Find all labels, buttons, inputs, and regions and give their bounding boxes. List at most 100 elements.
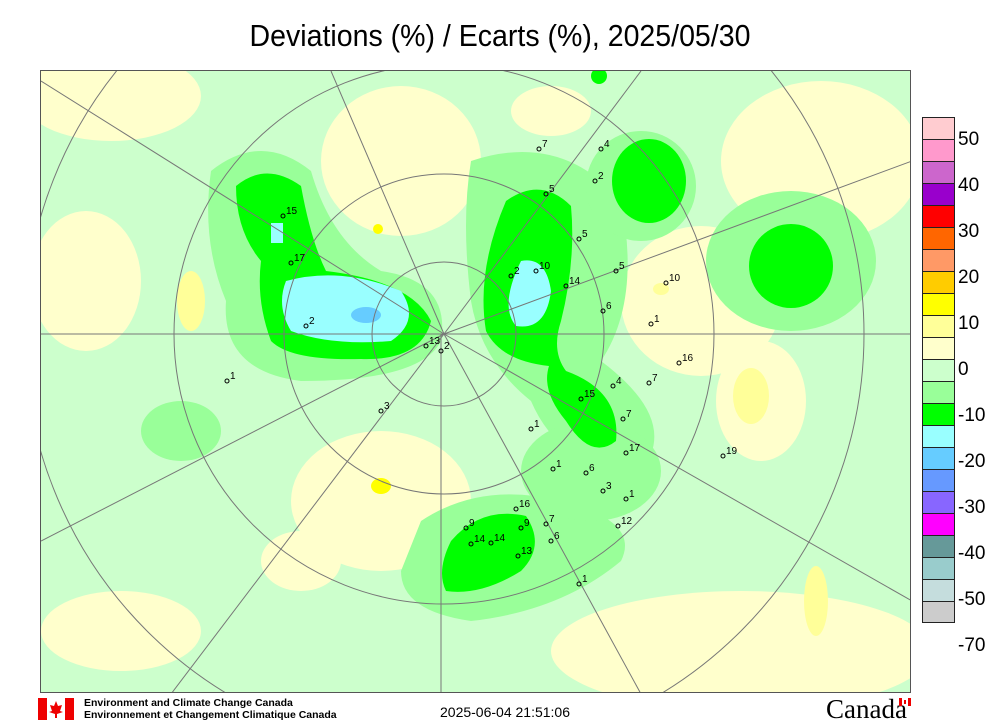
station-marker: [623, 496, 629, 502]
legend-swatch: [922, 249, 955, 271]
station-value: 7: [626, 409, 632, 420]
station-marker: [463, 525, 469, 531]
legend-swatch: [922, 579, 955, 601]
legend-swatch: [922, 359, 955, 381]
station-marker: [378, 408, 384, 414]
station-marker: [536, 146, 542, 152]
station-marker: [563, 283, 569, 289]
legend-swatch: [922, 447, 955, 469]
legend-swatch: [922, 469, 955, 491]
legend-swatch: [922, 117, 955, 139]
legend-swatch: [922, 403, 955, 425]
station-marker: [600, 488, 606, 494]
legend-swatch: [922, 337, 955, 359]
station-marker: [528, 426, 534, 432]
station-value: 1: [629, 489, 635, 500]
station-marker: [543, 521, 549, 527]
generation-timestamp: 2025-06-04 21:51:06: [440, 704, 570, 720]
station-value: 15: [584, 389, 596, 400]
station-value: 7: [549, 514, 555, 525]
station-marker: [583, 470, 589, 476]
station-marker: [543, 191, 549, 197]
legend-label: 40: [958, 175, 980, 196]
legend-swatch: [922, 425, 955, 447]
legend-swatch: [922, 315, 955, 337]
station-value: 5: [549, 184, 555, 195]
legend-label: 30: [958, 221, 980, 242]
station-marker: [613, 268, 619, 274]
legend-label: 0: [958, 359, 969, 380]
station-value: 13: [429, 336, 441, 347]
station-value: 14: [569, 276, 581, 287]
agency-name-fr: Environnement et Changement Climatique C…: [84, 709, 337, 721]
station-marker: [518, 525, 524, 531]
station-marker: [303, 323, 309, 329]
legend-label: -30: [958, 497, 986, 518]
legend-swatch: [922, 139, 955, 161]
station-marker: [592, 178, 598, 184]
legend-swatch: [922, 601, 955, 623]
station-marker: [663, 280, 669, 286]
legend-swatch: [922, 535, 955, 557]
color-legend: [922, 117, 955, 623]
station-marker: [533, 268, 539, 274]
station-value: 10: [669, 273, 681, 284]
station-value: 1: [534, 419, 540, 430]
graticule: [41, 71, 910, 692]
legend-label: 50: [958, 129, 980, 150]
legend-swatch: [922, 513, 955, 535]
canada-flag-icon: [38, 698, 74, 720]
station-marker: [468, 541, 474, 547]
station-marker: [280, 213, 286, 219]
station-value: 14: [474, 534, 486, 545]
station-marker: [423, 343, 429, 349]
legend-label: -50: [958, 589, 986, 610]
station-marker: [615, 523, 621, 529]
station-marker: [598, 146, 604, 152]
wordmark-flag-icon: [899, 698, 911, 706]
station-marker: [600, 308, 606, 314]
station-marker: [548, 538, 554, 544]
station-value: 2: [444, 341, 450, 352]
station-value: 16: [682, 353, 694, 364]
station-value: 6: [606, 301, 612, 312]
station-value: 3: [384, 401, 390, 412]
station-value: 5: [582, 229, 588, 240]
station-value: 12: [621, 516, 633, 527]
station-marker: [648, 321, 654, 327]
station-value: 1: [556, 459, 562, 470]
station-value: 3: [606, 481, 612, 492]
legend-label: -10: [958, 405, 986, 426]
station-marker: [288, 260, 294, 266]
station-marker: [578, 396, 584, 402]
station-marker: [515, 553, 521, 559]
station-marker: [513, 506, 519, 512]
weak-positive-regions: [177, 224, 828, 636]
legend-swatch: [922, 205, 955, 227]
station-value: 2: [514, 266, 520, 277]
legend-label: 20: [958, 267, 980, 288]
deviation-map: 7 4 2 5 5 10 2 14 5 6 1 10 16 7 4 15 7 17 19 6 3 1 12 1 1 16 9 7 6 9 1…: [40, 70, 911, 693]
station-marker: [610, 383, 616, 389]
station-value: 5: [619, 261, 625, 272]
station-marker: [438, 348, 444, 354]
station-value: 9: [469, 518, 475, 529]
station-value: 4: [604, 139, 610, 150]
station-value: 9: [524, 518, 530, 529]
agency-name-en: Environment and Climate Change Canada: [84, 697, 293, 709]
station-value: 10: [539, 261, 551, 272]
station-marker: [224, 378, 230, 384]
station-marker: [508, 273, 514, 279]
station-marker: [676, 360, 682, 366]
station-value: 2: [598, 171, 604, 182]
station-value: 16: [519, 499, 531, 510]
station-value: 13: [521, 546, 533, 557]
station-value: 1: [582, 574, 588, 585]
legend-label: -70: [958, 635, 986, 656]
station-value: 14: [494, 533, 506, 544]
station-marker: [646, 380, 652, 386]
legend-swatch: [922, 161, 955, 183]
legend-swatch: [922, 293, 955, 315]
